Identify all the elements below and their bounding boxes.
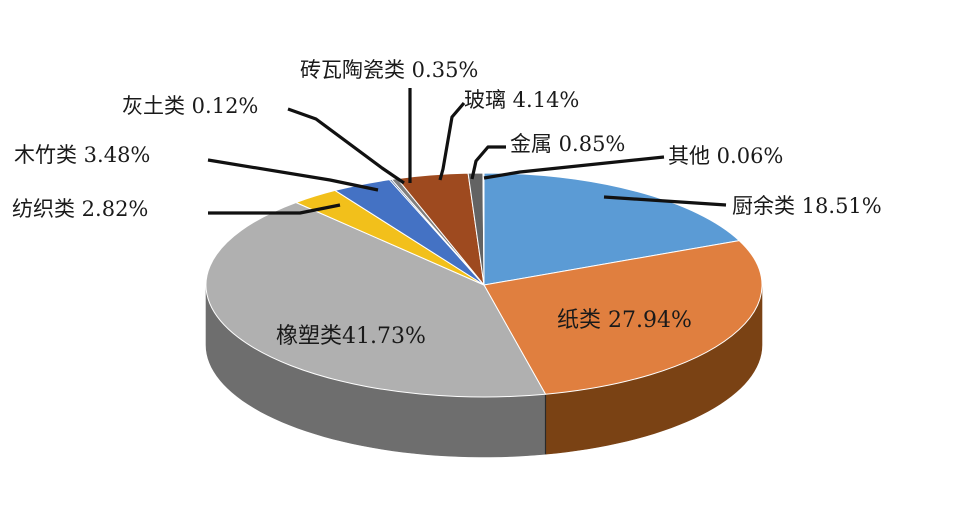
leader-灰土类 — [287, 107, 405, 185]
leader-金属 — [470, 145, 506, 180]
leader-其他 — [483, 155, 665, 180]
label-纸类: 纸类 27.94% — [557, 308, 692, 333]
leader-厨余类 — [603, 195, 727, 207]
leader-lines — [207, 88, 727, 215]
label-玻璃: 玻璃 4.14% — [464, 88, 579, 112]
leader-木竹类 — [207, 158, 379, 192]
leader-纺织类 — [208, 203, 341, 215]
label-木竹类: 木竹类 3.48% — [14, 143, 150, 167]
leader-玻璃 — [438, 101, 466, 181]
pie-tops — [205, 172, 763, 398]
label-橡塑类: 橡塑类41.73% — [276, 324, 426, 349]
label-砖瓦陶瓷类: 砖瓦陶瓷类 0.35% — [300, 58, 478, 82]
pie-slice-厨余类 — [483, 172, 740, 286]
slice-labels: 橡塑类41.73% 纸类 27.94% 厨余类 18.51% 纺织类 2.82%… — [12, 58, 882, 349]
pie-slice-其他 — [482, 172, 485, 286]
label-灰土类: 灰土类 0.12% — [122, 94, 258, 118]
label-纺织类: 纺织类 2.82% — [12, 197, 148, 221]
label-其他: 其他 0.06% — [668, 144, 783, 168]
pie-slice-纸类 — [483, 240, 763, 395]
label-金属: 金属 0.85% — [510, 132, 625, 156]
pie-slice-橡塑类 — [205, 201, 546, 398]
label-厨余类: 厨余类 18.51% — [732, 194, 882, 218]
